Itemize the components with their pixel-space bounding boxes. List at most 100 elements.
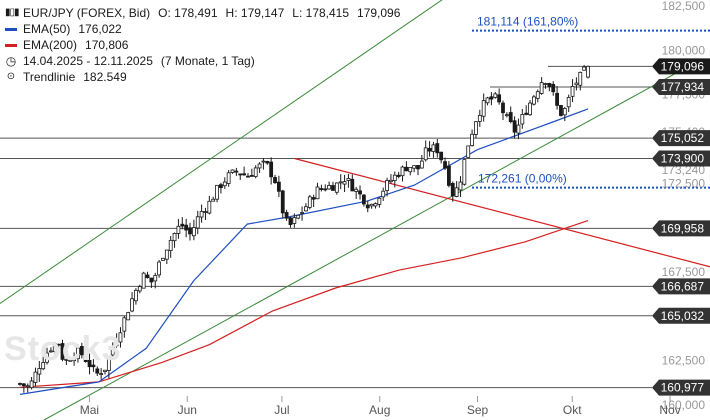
candle-body-21 [99,373,104,375]
candle-body-52 [219,184,223,188]
y-tick-label-0: 182,500 [662,0,706,13]
x-tick-label-0: Mai [80,403,99,417]
candle-body-103 [416,165,420,170]
candle-body-16 [79,346,84,356]
legend-symbol-row: ▮▯▮ EUR/JPY (FOREX, Bid) O: 178,491 H: 1… [5,5,400,21]
candle-body-146 [582,66,587,71]
candlestick-bars-icon: ▮▯▮ [5,7,20,18]
candle-body-119 [477,114,482,122]
candle-body-38 [164,249,169,260]
period-range: 14.04.2025 - 12.11.2025 [23,54,153,68]
candle-body-62 [257,163,262,169]
candle-body-86 [350,178,355,192]
candle-body-35 [153,275,158,282]
candle-body-124 [497,94,502,103]
channel-lower-line [43,59,701,420]
candle-body-43 [184,224,189,231]
open-label: O: [158,6,171,20]
candle-body-68 [280,190,285,214]
candle-body-131 [524,112,529,115]
candle-body-140 [559,105,563,116]
candle-body-137 [547,83,552,87]
y-tick-label-4: 172,500 [662,176,706,190]
chart-legend: ▮▯▮ EUR/JPY (FOREX, Bid) O: 178,491 H: 1… [5,5,400,85]
candle-body-4 [33,371,38,383]
candle-body-45 [191,227,196,237]
candle-body-96 [389,179,393,183]
candle-body-41 [176,225,181,234]
candle-body-61 [253,167,258,177]
candle-body-5 [37,368,42,375]
level-label-box-5 [652,278,710,295]
candle-body-25 [114,340,119,347]
fibonacci-levels: 181,114 (161,80%) 172,261 (0,00%) [472,15,710,189]
candle-body-3 [29,380,34,389]
x-tick-label-2: Jul [274,403,289,417]
candle-body-105 [423,147,428,161]
candle-body-30 [134,289,138,302]
candle-body-22 [103,369,107,372]
candle-body-102 [412,165,417,169]
ema200-line [19,220,589,388]
candle-body-99 [400,166,405,177]
candle-body-84 [342,181,347,185]
fib-label-1: 172,261 (0,00%) [478,172,567,186]
candle-body-28 [126,312,131,321]
candle-body-92 [373,203,378,207]
candle-body-129 [516,124,521,134]
x-axis: Mai Jun Jul Aug Sep Okt Nov [80,396,681,417]
y-tick-label-1: 180,000 [662,43,706,57]
candle-body-57 [238,173,243,176]
candle-body-59 [246,175,250,178]
candle-body-70 [288,217,293,225]
candle-body-34 [149,277,154,283]
candle-body-98 [396,174,401,177]
y-tick-label-5: 167,500 [662,265,706,279]
candle-body-114 [458,181,463,191]
candle-body-132 [528,102,532,116]
candle-body-9 [52,343,57,353]
candle-body-139 [555,92,559,106]
candle-body-46 [195,216,200,229]
candles [18,64,590,393]
level-label-text-0: 179,096 [661,59,705,73]
candle-body-133 [532,96,536,105]
candle-body-80 [327,185,332,190]
candle-body-94 [381,190,386,198]
candle-body-125 [501,102,505,114]
candle-body-74 [304,206,308,212]
candle-body-48 [203,211,208,213]
candle-body-78 [319,188,324,190]
candle-body-142 [566,97,571,108]
candle-body-75 [307,196,312,208]
candle-body-33 [145,274,150,279]
candle-body-26 [118,332,123,343]
period-duration: (7 Monate, 1 Tag) [160,54,255,68]
candle-body-17 [83,355,88,363]
candle-body-145 [578,71,583,86]
candle-body-108 [435,143,440,154]
level-label-box-0 [652,58,710,75]
trendline [294,157,710,268]
candle-body-8 [49,350,53,353]
candle-body-100 [404,166,409,172]
target-dot-icon: ⊙ [6,71,16,82]
legend-ema200-row: EMA(200) 170,806 [5,37,400,53]
candle-body-134 [535,91,540,99]
x-tick-label-6: Nov [659,403,680,417]
level-label-text-3: 173,900 [661,152,705,166]
candle-body-135 [539,82,544,94]
candle-body-54 [226,172,231,184]
candle-body-18 [87,360,92,368]
candle-body-63 [261,160,266,163]
level-label-box-6 [652,307,710,324]
candle-body-106 [427,147,432,152]
candle-body-77 [315,186,320,200]
candle-body-67 [276,181,281,192]
y-tick-label-7: 160,000 [662,398,706,412]
candle-body-101 [408,166,413,173]
candle-body-115 [462,159,467,185]
candle-body-13 [68,359,73,362]
candle-body-15 [76,347,80,360]
